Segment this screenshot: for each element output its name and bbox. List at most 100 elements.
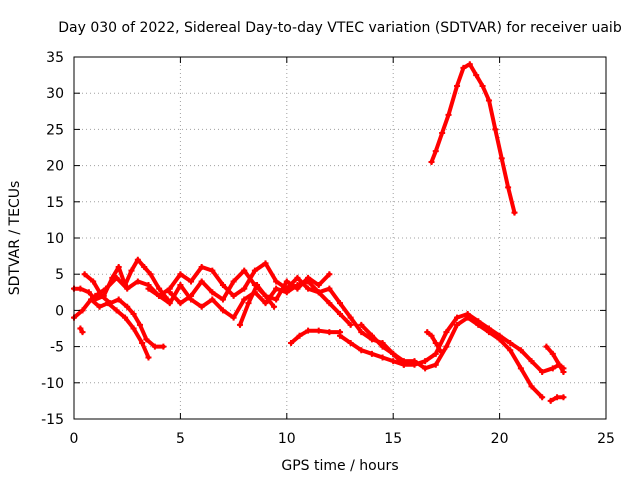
y-tick-label: 15 bbox=[46, 195, 64, 211]
data-point bbox=[379, 343, 386, 350]
data-point bbox=[188, 292, 195, 299]
data-point bbox=[556, 361, 563, 368]
y-tick-label: 0 bbox=[55, 303, 64, 319]
data-point bbox=[241, 296, 248, 303]
data-point bbox=[198, 303, 205, 310]
data-point bbox=[326, 285, 333, 292]
data-point bbox=[219, 282, 226, 289]
data-point bbox=[428, 158, 435, 165]
data-point bbox=[283, 289, 290, 296]
y-tick-label: -10 bbox=[41, 376, 64, 392]
series-line-12 bbox=[425, 330, 442, 353]
data-point bbox=[79, 329, 86, 336]
data-point bbox=[236, 321, 243, 328]
data-point bbox=[315, 282, 322, 289]
data-point bbox=[128, 267, 135, 274]
data-point bbox=[507, 339, 514, 346]
data-point bbox=[315, 327, 322, 334]
data-point bbox=[130, 311, 137, 318]
data-point bbox=[143, 336, 150, 343]
data-point bbox=[177, 300, 184, 307]
data-point bbox=[439, 130, 446, 137]
data-point bbox=[460, 64, 467, 71]
series-line-2 bbox=[72, 297, 151, 360]
data-point bbox=[107, 300, 114, 307]
data-point bbox=[134, 256, 141, 263]
data-point bbox=[102, 285, 109, 292]
data-point bbox=[437, 347, 444, 354]
data-point bbox=[496, 336, 503, 343]
data-point bbox=[517, 347, 524, 354]
data-point bbox=[141, 263, 148, 270]
data-point bbox=[262, 260, 269, 267]
data-point bbox=[305, 327, 312, 334]
data-point bbox=[337, 311, 343, 318]
series-line-14 bbox=[544, 344, 566, 371]
data-point bbox=[139, 339, 146, 346]
chart-title: Day 030 of 2022, Sidereal Day-to-day VTE… bbox=[58, 20, 622, 36]
data-point bbox=[166, 289, 173, 296]
data-point bbox=[305, 274, 312, 281]
data-point bbox=[539, 368, 546, 375]
data-point bbox=[492, 126, 499, 133]
data-point bbox=[347, 314, 354, 321]
data-point bbox=[245, 300, 252, 307]
x-axis-title: GPS time / hours bbox=[281, 458, 398, 474]
x-tick-label: 5 bbox=[176, 431, 185, 447]
data-point bbox=[160, 343, 167, 350]
data-point bbox=[90, 278, 97, 285]
data-point bbox=[305, 285, 312, 292]
data-point bbox=[511, 209, 518, 216]
data-point bbox=[547, 397, 554, 404]
data-point bbox=[151, 343, 158, 350]
data-point bbox=[113, 307, 120, 314]
data-point bbox=[507, 347, 514, 354]
data-point bbox=[122, 314, 129, 321]
data-point bbox=[358, 347, 365, 354]
data-point bbox=[464, 314, 471, 321]
data-point bbox=[198, 278, 205, 285]
data-point bbox=[347, 321, 354, 328]
series-line-9 bbox=[289, 328, 342, 345]
data-point bbox=[79, 307, 86, 314]
data-point bbox=[424, 329, 431, 336]
data-traces bbox=[71, 61, 567, 404]
data-point bbox=[85, 289, 92, 296]
data-point bbox=[219, 296, 226, 303]
data-point bbox=[528, 358, 535, 365]
data-point bbox=[188, 278, 195, 285]
y-tick-label: -15 bbox=[41, 412, 64, 428]
data-point bbox=[517, 365, 524, 372]
y-axis-title: SDTVAR / TECUs bbox=[7, 181, 23, 296]
data-point bbox=[422, 365, 429, 372]
data-point bbox=[271, 303, 278, 310]
data-point bbox=[156, 292, 163, 299]
data-point bbox=[326, 329, 333, 336]
data-point bbox=[147, 271, 154, 278]
data-point bbox=[326, 300, 333, 307]
data-point bbox=[560, 394, 567, 401]
series-line-1 bbox=[72, 257, 170, 302]
data-point bbox=[390, 350, 397, 357]
data-point bbox=[539, 394, 546, 401]
data-point bbox=[337, 300, 343, 307]
series-line-15 bbox=[429, 62, 517, 215]
data-point bbox=[358, 321, 365, 328]
x-tick-label: 0 bbox=[70, 431, 79, 447]
data-point bbox=[77, 285, 84, 292]
data-point bbox=[400, 358, 407, 365]
data-point bbox=[209, 289, 216, 296]
y-tick-label: 35 bbox=[46, 50, 64, 66]
series-line-7 bbox=[167, 268, 332, 306]
data-point bbox=[445, 111, 452, 118]
data-point bbox=[145, 285, 152, 292]
y-axis: -15 -10 -5 0 5 10 15 20 25 30 35 bbox=[41, 50, 606, 428]
data-point bbox=[273, 296, 280, 303]
data-point bbox=[358, 329, 365, 336]
x-tick-label: 25 bbox=[597, 431, 615, 447]
y-tick-label: 10 bbox=[46, 231, 64, 247]
data-point bbox=[294, 285, 301, 292]
grid bbox=[74, 57, 606, 419]
data-point bbox=[432, 350, 439, 357]
